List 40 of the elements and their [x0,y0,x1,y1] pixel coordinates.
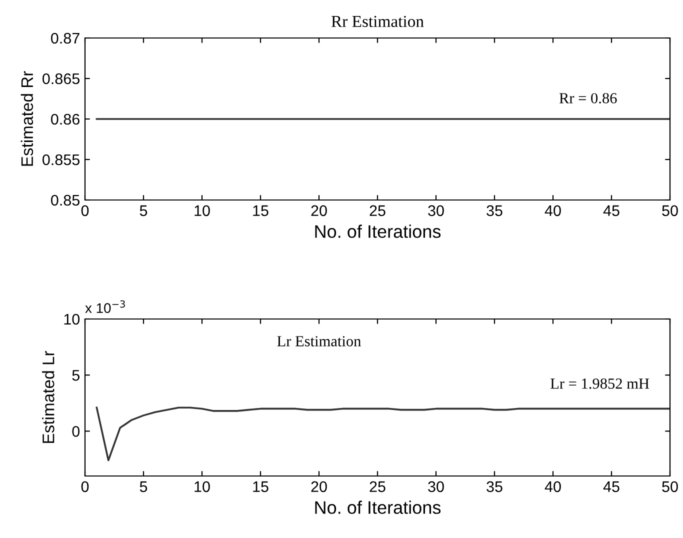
x-tick-label: 50 [662,481,678,492]
y-axis-title: Estimated Lr [42,350,54,443]
x-tick-label: 25 [370,481,386,492]
chart-title: Rr Estimation [331,16,424,28]
x-tick-label: 20 [311,481,327,492]
x-tick-label: 50 [662,205,678,216]
x-tick-label: 30 [428,481,444,492]
line-series [96,406,670,462]
x-tick-label: 35 [486,205,502,216]
x-tick-label: 10 [194,205,210,216]
x-tick-label: 40 [544,205,561,216]
y-axis-title: Estimated Rr [20,71,34,166]
y-tick-label: 0.86 [51,114,80,125]
y-tick-label: 0.87 [51,32,80,44]
text: x 10$^{−3}$ [85,300,125,314]
x-axis-title: No. of Iterations [315,500,441,514]
y-tick-label: 5 [72,370,80,381]
y-tick-label: 0 [72,426,80,437]
annotation: Rr = 0.86 [559,93,617,104]
y-tick-label: 0.85 [51,194,80,206]
x-tick-label: 5 [140,205,148,216]
x-tick-label: 40 [544,481,561,492]
x-tick-label: 15 [253,205,268,216]
annotation: Lr = 1.9852 mH [550,378,650,389]
x-tick-label: 10 [194,481,210,492]
y-tick-label: 0.855 [42,154,80,166]
x-axis-title: No. of Iterations [315,224,441,238]
x-tick-label: 20 [311,205,327,216]
x-tick-label: 45 [603,205,620,216]
x-tick-label: 35 [486,481,502,492]
x-tick-label: 25 [370,205,386,216]
y-tick-label: 10 [64,314,80,325]
x-tick-label: 15 [253,481,268,492]
x-tick-label: 5 [140,481,148,492]
x-tick-label: 30 [428,205,444,216]
annotation: Lr Estimation [277,336,361,346]
x-tick-label: 0 [81,205,89,216]
x-tick-label: 45 [603,481,620,492]
y-tick-label: 0.865 [42,73,80,84]
x-tick-label: 0 [81,481,89,492]
